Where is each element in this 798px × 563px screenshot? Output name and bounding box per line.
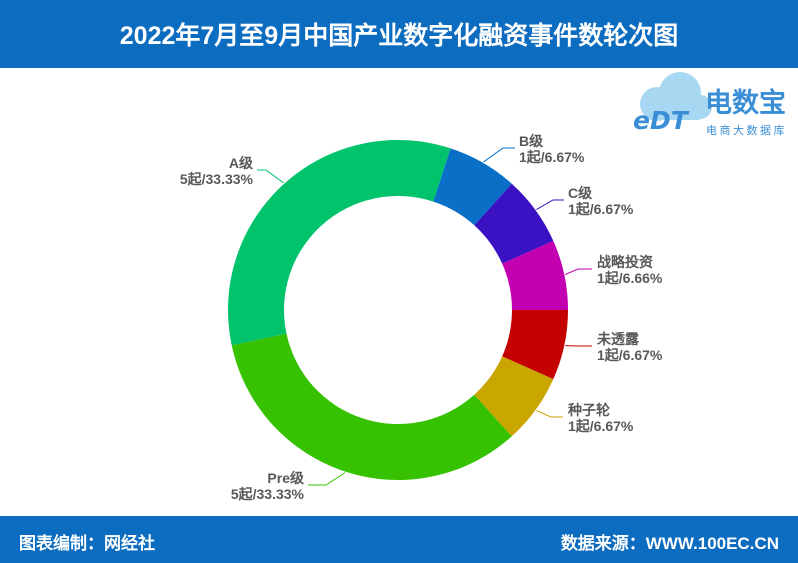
label-name-series-a: A级 [229,155,254,171]
label-name-pre-series: Pre级 [267,470,305,486]
label-value-undisclosed: 1起/6.67% [597,347,663,363]
leader-line-seed-round [536,410,563,418]
label-value-series-c: 1起/6.67% [568,201,634,217]
logo-wordmark-en: eDT [633,106,690,135]
label-value-series-a: 5起/33.33% [180,171,254,187]
label-value-pre-series: 5起/33.33% [231,486,305,502]
brand-logo: eDT 电数宝 电商大数据库 [633,72,787,137]
data-labels: B级1起/6.67%C级1起/6.67%战略投资1起/6.66%未透露1起/6.… [180,133,663,502]
slice-strategic-investment [502,240,568,310]
leader-lines [257,147,592,486]
slice-undisclosed [502,310,568,380]
label-name-seed-round: 种子轮 [567,402,610,418]
label-name-strategic-investment: 战略投资 [597,254,653,270]
label-value-series-b: 1起/6.67% [519,149,585,165]
leader-line-series-a [257,169,284,184]
logo-tagline: 电商大数据库 [706,123,787,137]
label-value-seed-round: 1起/6.67% [568,418,634,434]
slice-series-a [228,140,451,346]
leader-line-pre-series [308,472,346,486]
leader-line-series-c [536,199,564,210]
donut-slices [228,140,568,481]
footer-data-source: 数据来源：WWW.100EC.CN [560,534,779,553]
slice-series-b [433,148,512,226]
slice-pre-series [231,333,512,481]
chart-title: 2022年7月至9月中国产业数字化融资事件数轮次图 [119,22,679,50]
footer-compiler-credit: 图表编制：网经社 [19,534,155,553]
page-header: 2022年7月至9月中国产业数字化融资事件数轮次图 [0,0,798,68]
label-name-series-c: C级 [568,185,593,201]
leader-line-strategic-investment [565,268,592,275]
leader-line-series-b [483,147,515,163]
page-footer: 图表编制：网经社 数据来源：WWW.100EC.CN [0,516,798,563]
label-value-strategic-investment: 1起/6.66% [597,270,663,286]
logo-wordmark-cn: 电数宝 [705,87,786,118]
label-name-undisclosed: 未透露 [597,331,640,347]
logo-cloud-icon [640,72,712,121]
slice-seed-round [474,356,554,437]
label-name-series-b: B级 [519,133,544,149]
slice-series-c [474,183,554,264]
